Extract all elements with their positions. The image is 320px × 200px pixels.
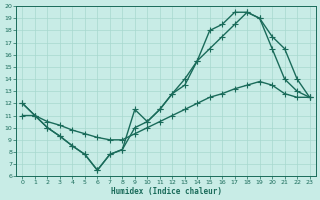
X-axis label: Humidex (Indice chaleur): Humidex (Indice chaleur) xyxy=(110,187,221,196)
